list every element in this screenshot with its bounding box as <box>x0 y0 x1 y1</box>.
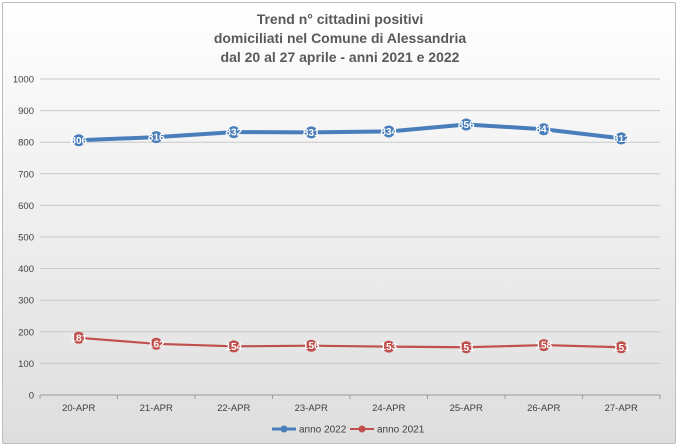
data-label: 156 <box>303 341 320 352</box>
data-point <box>382 340 395 353</box>
data-label: 856 <box>458 120 475 131</box>
data-point <box>537 339 550 352</box>
data-label: 153 <box>380 342 397 353</box>
legend-marker <box>358 425 366 433</box>
chart-title-line-3: dal 20 al 27 aprile - anni 2021 e 2022 <box>220 49 460 65</box>
y-tick-label: 800 <box>18 138 34 149</box>
x-tick-label: 20-APR <box>62 403 95 414</box>
data-point <box>150 131 163 144</box>
data-label: 154 <box>225 342 242 353</box>
y-tick-label: 1000 <box>13 75 34 86</box>
data-label: 834 <box>380 127 397 138</box>
data-point <box>460 341 473 354</box>
chart-title-line-1: Trend n° cittadini positivi <box>256 11 424 27</box>
data-label: 151 <box>458 343 475 354</box>
data-point <box>460 118 473 131</box>
data-point <box>305 126 318 139</box>
data-label: 806 <box>70 136 87 147</box>
data-point <box>150 337 163 350</box>
series-line-2022 <box>76 122 624 143</box>
y-tick-label: 500 <box>18 233 34 244</box>
y-tick-label: 400 <box>18 264 34 275</box>
data-label: 151 <box>613 343 630 354</box>
data-point <box>305 339 318 352</box>
y-tick-label: 0 <box>29 391 34 402</box>
data-point <box>227 340 240 353</box>
x-tick-label: 22-APR <box>217 403 250 414</box>
data-point <box>537 123 550 136</box>
chart-title-line-2: domiciliati nel Comune di Alessandria <box>213 30 467 46</box>
data-point <box>227 126 240 139</box>
x-tick-label: 27-APR <box>605 403 638 414</box>
data-label: 832 <box>225 128 242 139</box>
legend-label: anno 2022 <box>299 425 347 436</box>
chart-frame <box>2 2 676 444</box>
y-tick-label: 600 <box>18 201 34 212</box>
data-point <box>382 125 395 138</box>
data-label: 841 <box>535 125 552 136</box>
series-line-2021 <box>77 336 623 349</box>
y-tick-label: 300 <box>18 296 34 307</box>
y-tick-label: 700 <box>18 169 34 180</box>
legend-marker <box>280 425 288 433</box>
y-tick-label: 100 <box>18 359 34 370</box>
y-tick-label: 200 <box>18 327 34 338</box>
data-label: 816 <box>148 133 165 144</box>
data-label: 831 <box>303 128 320 139</box>
legend-label: anno 2021 <box>377 425 425 436</box>
data-point <box>615 132 628 145</box>
y-tick-label: 900 <box>18 106 34 117</box>
data-point <box>72 331 85 344</box>
x-tick-label: 23-APR <box>295 403 328 414</box>
data-label: 812 <box>613 134 630 145</box>
data-point <box>72 134 85 147</box>
x-tick-label: 21-APR <box>140 403 173 414</box>
data-label: 181 <box>70 333 87 344</box>
data-label: 158 <box>535 341 552 352</box>
data-label: 162 <box>148 339 165 350</box>
data-point <box>615 341 628 354</box>
x-tick-label: 26-APR <box>527 403 560 414</box>
x-tick-label: 25-APR <box>450 403 483 414</box>
x-tick-label: 24-APR <box>372 403 405 414</box>
